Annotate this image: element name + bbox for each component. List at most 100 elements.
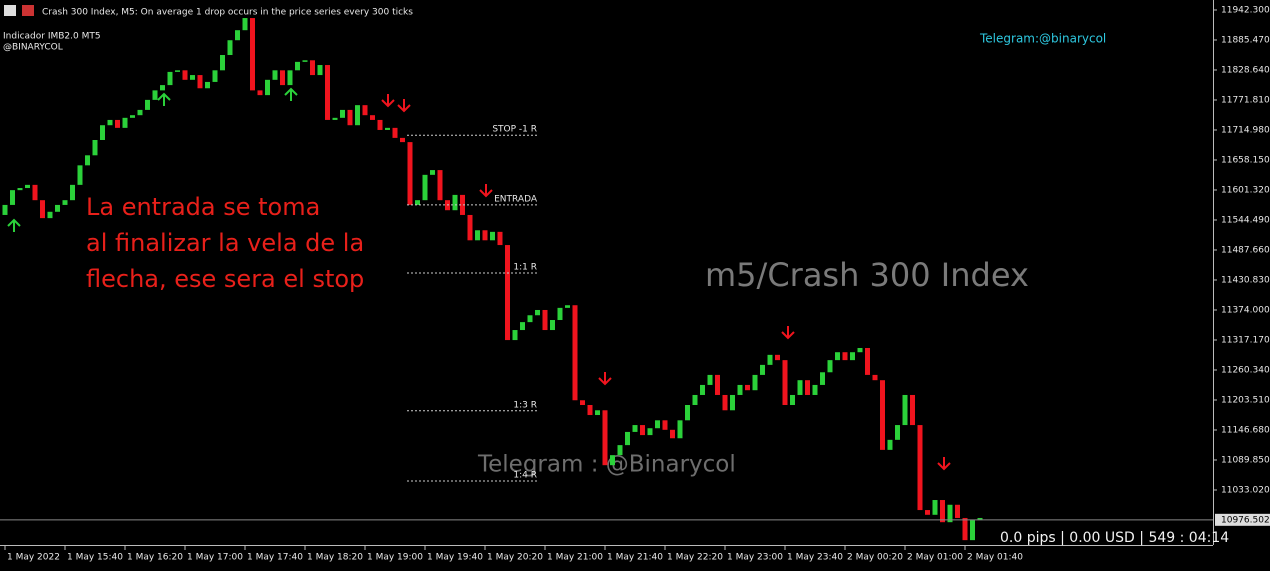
last-price-label: 10976.502: [1221, 515, 1270, 525]
candle-body: [970, 520, 975, 541]
y-tick-label: 11089.850: [1221, 455, 1270, 465]
candle-body: [220, 55, 225, 71]
candle-body: [752, 374, 758, 391]
candle-body: [872, 374, 878, 381]
x-tick-label: 2 May 01:00: [907, 553, 963, 563]
y-tick-label: 11203.510: [1221, 395, 1270, 405]
annotation: La entrada se toma: [86, 193, 320, 221]
candle-body: [280, 70, 285, 86]
candle-body: [32, 184, 38, 201]
candle-body: [617, 445, 623, 456]
y-tick-label: 11658.150: [1221, 155, 1270, 165]
candle-body: [47, 211, 53, 219]
candle-body: [670, 429, 675, 439]
candle-body: [790, 394, 795, 406]
buy-arrow: [284, 87, 298, 101]
candle-body: [190, 75, 195, 80]
candle-body: [505, 245, 510, 341]
candle-body: [767, 354, 773, 365]
candle-body: [422, 174, 428, 201]
candle-body: [62, 200, 68, 205]
candle-body: [677, 420, 683, 439]
candle-body: [137, 109, 143, 116]
candle-body: [760, 364, 765, 375]
x-tick-label: 1 May 2022: [7, 553, 60, 563]
candle-body: [107, 119, 113, 126]
candle-body: [295, 61, 300, 71]
candle-body: [602, 410, 608, 466]
candle-body: [355, 105, 360, 126]
candle-body: [932, 500, 938, 515]
candle-body: [812, 384, 818, 395]
candle-body: [460, 194, 465, 215]
candle-body: [940, 500, 945, 523]
candle-body: [212, 70, 218, 82]
candle-body: [85, 155, 90, 166]
candle-body: [235, 30, 240, 41]
y-tick-label: 11828.640: [1221, 65, 1270, 75]
watermark: m5/Crash 300 Index: [705, 256, 1029, 294]
candle-body: [880, 380, 885, 450]
candle-body: [797, 380, 803, 395]
candle-body: [550, 320, 555, 331]
last-price-box: [1215, 513, 1270, 526]
sell-arrow: [937, 457, 951, 471]
level-label: STOP -1 R: [492, 125, 537, 135]
x-tick-label: 1 May 21:40: [607, 553, 663, 563]
candle-body: [182, 70, 188, 80]
candle-body: [835, 352, 840, 361]
x-tick-label: 1 May 16:20: [127, 553, 183, 563]
chart-title: Crash 300 Index, M5: On average 1 drop o…: [42, 8, 413, 18]
y-tick-label: 11317.170: [1221, 335, 1270, 345]
candle-body: [857, 347, 863, 353]
candle-body: [827, 360, 833, 373]
y-tick-label: 11260.340: [1221, 365, 1270, 375]
candle-body: [400, 137, 405, 143]
sell-arrow: [381, 94, 395, 108]
candle-body: [362, 105, 368, 116]
candle-body: [302, 60, 308, 62]
y-tick-label: 11942.300: [1221, 5, 1270, 15]
candle-body: [910, 394, 915, 426]
x-tick-label: 1 May 19:00: [367, 553, 423, 563]
y-tick-label: 11430.830: [1221, 275, 1270, 285]
candle-body: [977, 517, 983, 521]
candle-body: [745, 384, 750, 391]
candle-body: [632, 425, 638, 432]
x-tick-label: 1 May 17:00: [187, 553, 243, 563]
candle-body: [662, 420, 668, 430]
candle-body: [317, 65, 323, 76]
y-tick-label: 11544.490: [1221, 215, 1270, 225]
candle-body: [152, 90, 158, 100]
candle-body: [467, 214, 473, 241]
candle-body: [407, 142, 413, 205]
symbol-icon: [4, 5, 16, 16]
candle-body: [437, 170, 443, 201]
x-tick-label: 1 May 23:40: [787, 553, 843, 563]
candle-body: [625, 431, 630, 446]
annotation: al finalizar la vela de la: [86, 229, 364, 257]
x-tick-label: 2 May 01:40: [967, 553, 1023, 563]
candle-body: [820, 372, 825, 385]
y-tick-label: 11487.660: [1221, 245, 1270, 255]
candle-body: [895, 425, 900, 440]
candle-body: [805, 380, 810, 395]
candle-body: [647, 428, 653, 436]
symbol-icon: [22, 5, 34, 16]
candle-body: [775, 354, 780, 361]
candle-body: [692, 394, 698, 406]
candle-body: [242, 18, 248, 31]
candle-body: [347, 109, 353, 126]
candle-body: [377, 119, 383, 130]
author: @BINARYCOL: [3, 43, 63, 53]
level-label: ENTRADA: [494, 194, 538, 204]
candle-body: [100, 125, 105, 140]
candle-body: [265, 79, 270, 96]
candle-body: [512, 330, 518, 341]
candle-body: [17, 188, 23, 191]
candle-body: [250, 18, 255, 91]
candle-body: [887, 439, 893, 450]
candle-body: [962, 517, 968, 541]
level-label: 1:1 R: [513, 263, 537, 273]
